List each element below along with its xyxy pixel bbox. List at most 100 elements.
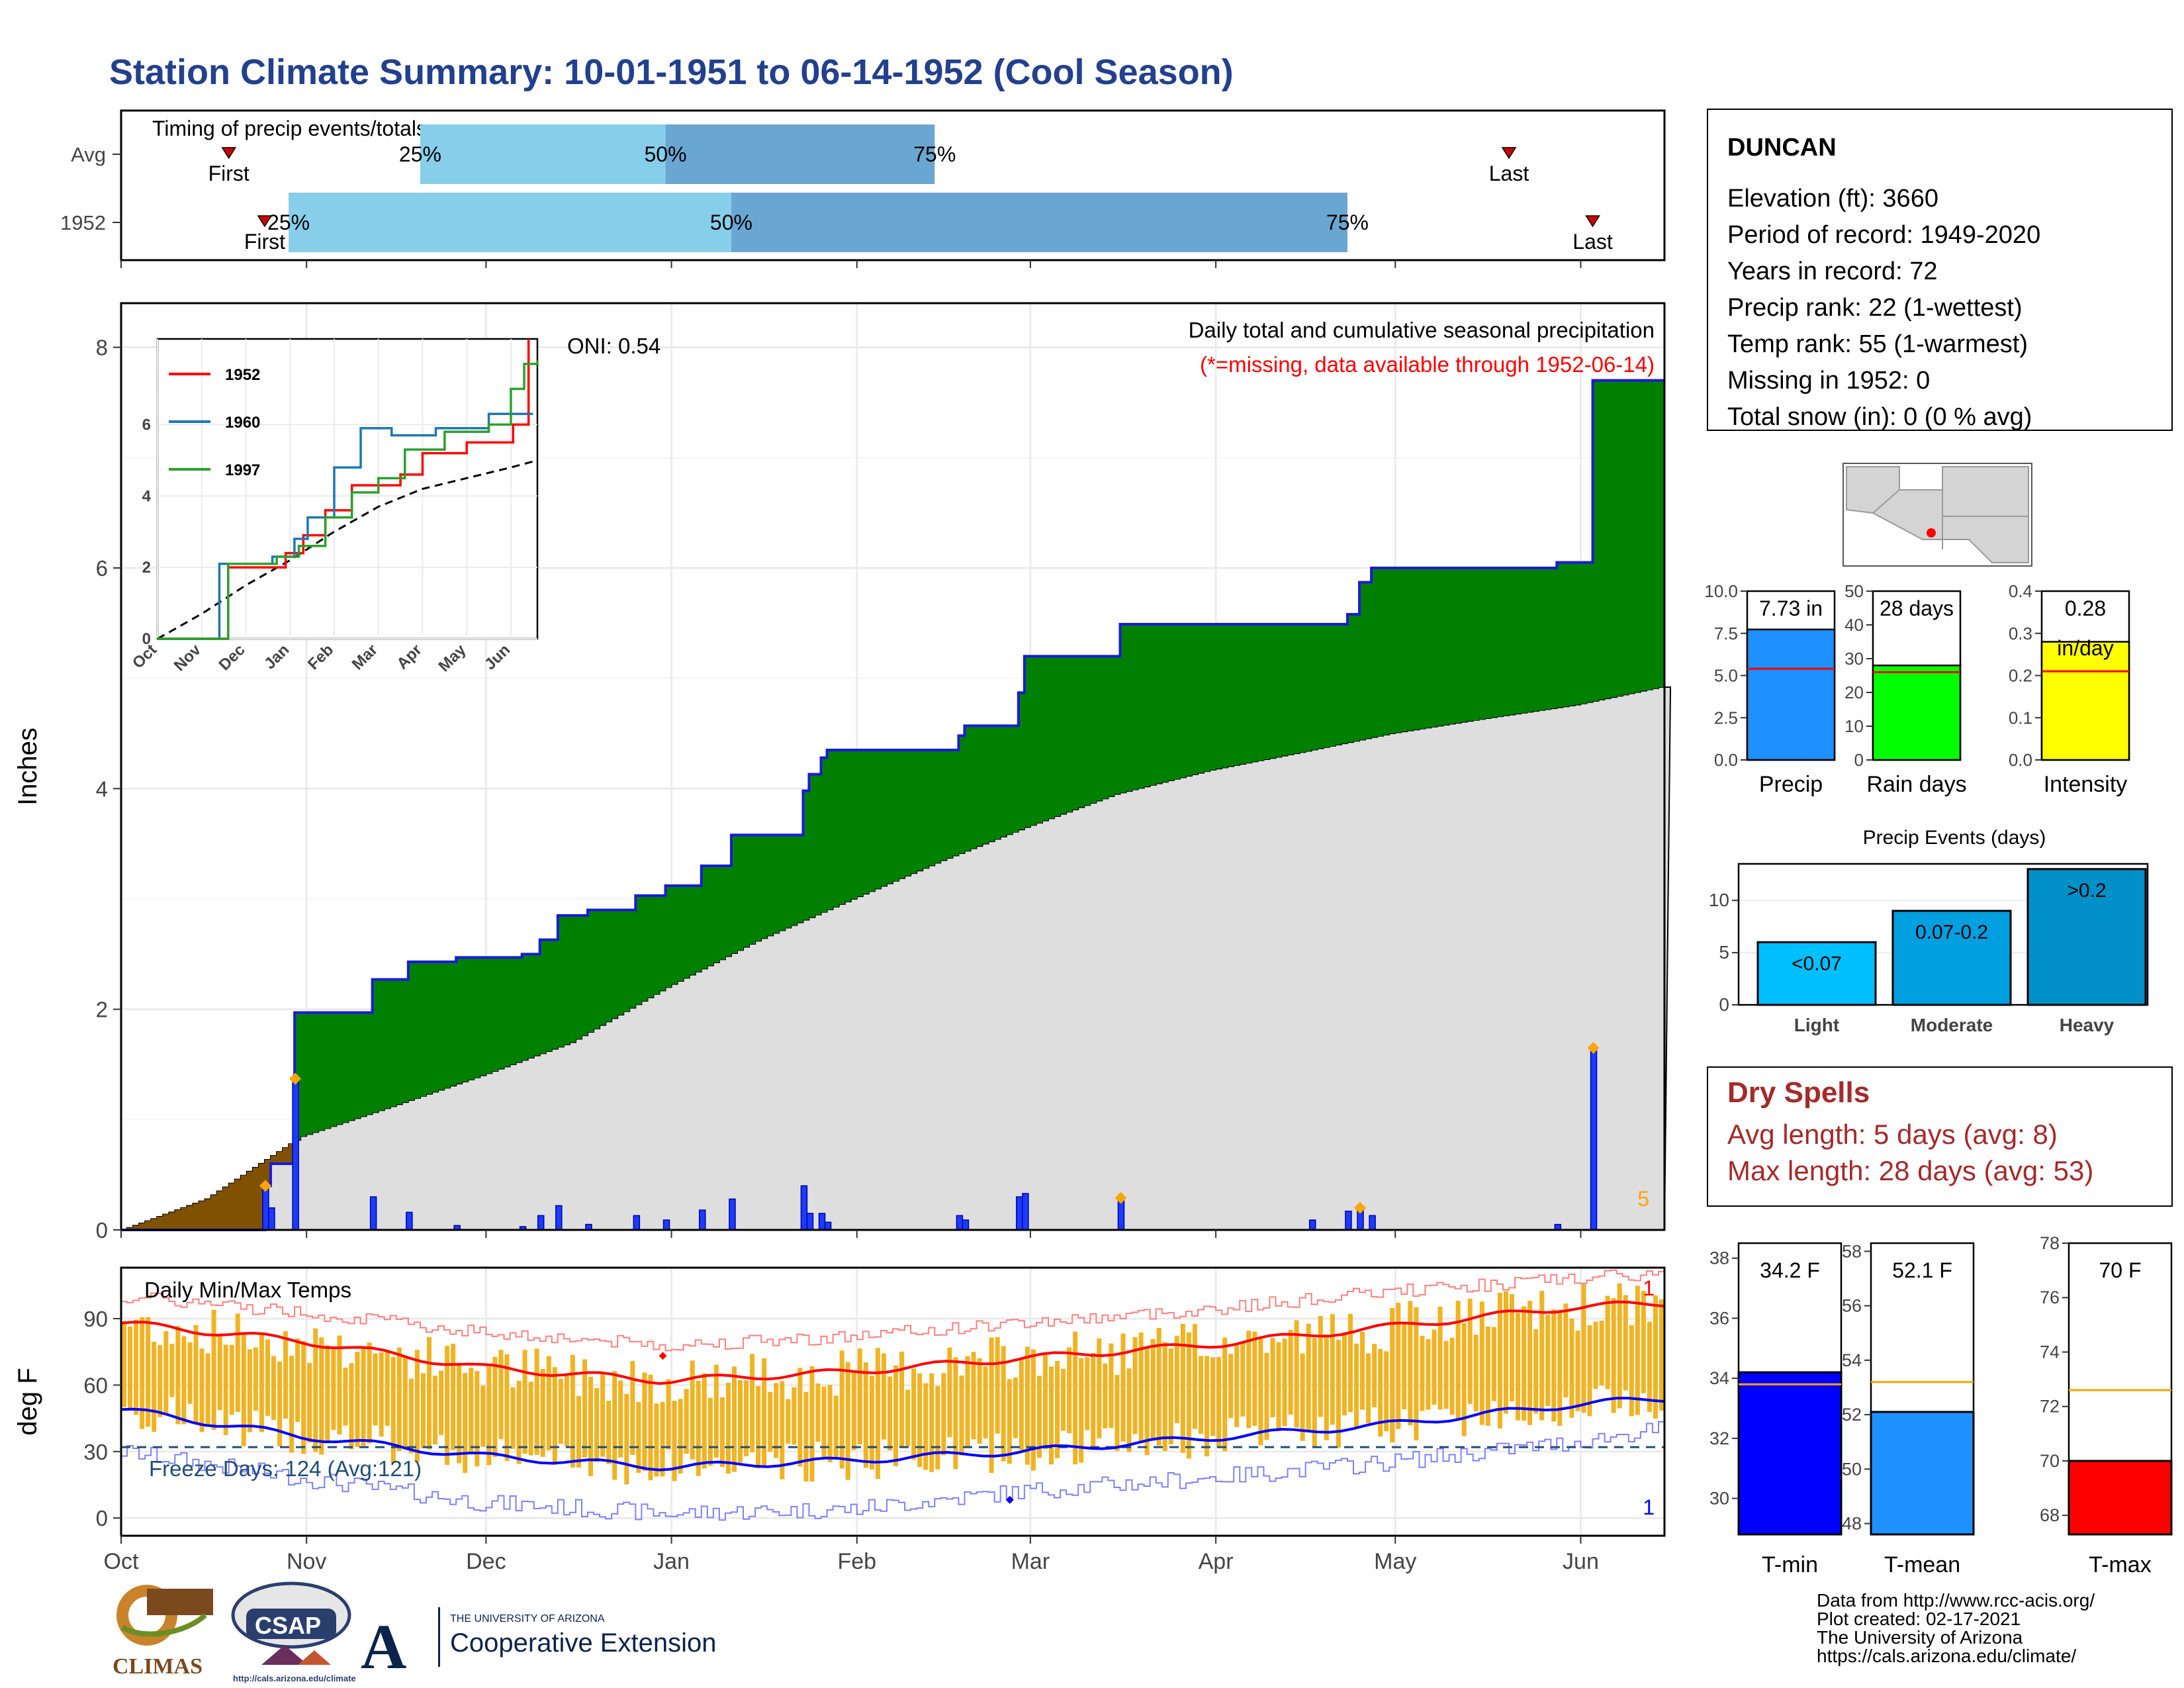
ua-logo-letter: A: [361, 1611, 406, 1682]
mini-bar-tick-label: 50: [1844, 581, 1864, 601]
inset-normal-line: [157, 459, 538, 640]
timing-row-label: Avg: [71, 143, 106, 166]
daily-precip-bar: [824, 1221, 832, 1231]
daily-precip-bar: [1590, 1047, 1598, 1231]
mini-bar-tick-label: 7.5: [1714, 624, 1738, 643]
record-low-count: 1: [1643, 1495, 1655, 1519]
month-axis-label: Apr: [1199, 1549, 1234, 1574]
temperature-summary-bars: 34.2 F 30 32 34 36 38 T-min 52.1 F 48 50 52 54 56 58 T…: [1709, 1233, 2173, 1577]
mini-bar-tick-label: 10: [1844, 716, 1864, 736]
daily-precip-bar: [406, 1211, 413, 1231]
temp-y-axis-title: deg F: [13, 1368, 42, 1435]
daily-precip-bar: [1022, 1193, 1029, 1231]
month-axis-label: May: [1374, 1549, 1416, 1574]
climas-logo-text: CLIMAS: [113, 1654, 203, 1679]
daily-precip-bar: [662, 1219, 670, 1231]
mini-bar-category-label: Rain days: [1866, 772, 1966, 797]
daily-record-marker: [1115, 1192, 1127, 1204]
credit-line-data: Data from http://www.rcc-acis.org/: [1817, 1590, 2095, 1611]
oni-annotation: ONI: 0.54: [567, 334, 660, 358]
daily-record-marker: [1587, 1042, 1600, 1054]
daily-record-marker: [289, 1072, 302, 1085]
temp-bar-tick-label: 34: [1709, 1368, 1729, 1388]
mini-bar-value-label: 0.28: [2065, 596, 2106, 620]
temp-bar-tick-label: 48: [1842, 1514, 1862, 1534]
temp-bar-tick-label: 38: [1709, 1248, 1729, 1268]
timing-last-marker: [1501, 147, 1517, 160]
temp-bar-tick-label: 70: [2040, 1451, 2060, 1471]
station-line-years: Years in record: 72: [1727, 258, 1938, 285]
month-axis-label: Dec: [466, 1549, 506, 1574]
station-name: DUNCAN: [1727, 134, 1837, 162]
station-line-missing: Missing in 1952: 0: [1727, 367, 1930, 395]
events-category-label: Heavy: [2060, 1015, 2115, 1035]
temp-bar-t-mean: [1870, 1411, 1975, 1536]
precip-y-tick-label: 0: [96, 1218, 108, 1243]
mini-bar-precip: [1746, 628, 1836, 761]
precip-y-axis-title: Inches: [13, 727, 42, 806]
month-axis-label: Nov: [287, 1549, 326, 1574]
ua-logo-line1: THE UNIVERSITY OF ARIZONA: [450, 1613, 605, 1624]
daily-precip-bar: [369, 1196, 377, 1231]
daily-precip-bar: [1308, 1219, 1316, 1231]
inset-legend-label: 1960: [225, 414, 260, 432]
credit-line-created: Plot created: 02-17-2021: [1817, 1609, 2021, 1629]
timing-last-label: Last: [1572, 230, 1613, 254]
daily-precip-bar: [962, 1219, 970, 1231]
mini-bar-tick-label: 0.2: [2009, 666, 2032, 686]
timing-first-label: First: [244, 230, 285, 254]
temp-bar-value-label: 52.1 F: [1892, 1258, 1952, 1282]
page-title: Station Climate Summary: 10-01-1951 to 0…: [109, 52, 1234, 92]
events-category-label: Light: [1794, 1015, 1839, 1035]
month-axis-label: Mar: [1011, 1549, 1050, 1574]
precip-above-normal-area: [295, 380, 1664, 1141]
inset-y-tick-label: 6: [142, 416, 151, 434]
temp-bar-value-label: 34.2 F: [1760, 1258, 1820, 1282]
temp-panel: 0 30 60 90 Oct Nov Dec Jan Feb Mar Apr May Jun deg F D…: [13, 1266, 1666, 1574]
arizona-locator-map: [1843, 463, 2032, 567]
precip-y-tick-label: 4: [96, 776, 108, 801]
temp-bar-tick-label: 78: [2040, 1233, 2060, 1253]
timing-label-75: 75%: [913, 142, 956, 166]
logos: CLIMAS CSAP http://cals.arizona.edu/clim…: [113, 1581, 716, 1683]
daily-record-marker: [1354, 1201, 1367, 1214]
station-line-elevation: Elevation (ft): 3660: [1727, 185, 1938, 212]
precip-events-chart: Precip Events (days) <0.07 Light 0.07-0.2 Mo…: [1709, 827, 2149, 1035]
mini-bar-tick-label: 0: [1854, 750, 1864, 770]
climas-logo: CLIMAS: [113, 1585, 213, 1679]
mini-bar-tick-label: 0.3: [2009, 624, 2032, 643]
precip-y-tick-label: 6: [96, 556, 108, 581]
dry-spells-max: Max length: 28 days (avg: 53): [1727, 1155, 2093, 1186]
month-axis-label: Feb: [837, 1549, 876, 1574]
csap-logo: CSAP http://cals.arizona.edu/climate: [231, 1581, 356, 1683]
temp-bar-tick-label: 74: [2040, 1342, 2060, 1362]
university-of-arizona-logo: A THE UNIVERSITY OF ARIZONA Cooperative …: [361, 1607, 716, 1682]
temp-bar-t-min: [1737, 1371, 1843, 1536]
timing-bar-25-50: [289, 193, 731, 252]
station-line-snow: Total snow (in): 0 (0 % avg): [1727, 403, 2032, 431]
temp-y-tick-label: 90: [83, 1307, 108, 1331]
timing-first-label: First: [208, 162, 250, 185]
timing-panel: Timing of precip events/totals Avg 25% 50% 7…: [60, 109, 1666, 268]
mini-bar-tick-label: 2.5: [1714, 708, 1738, 727]
temp-bar-tick-label: 54: [1842, 1350, 1862, 1370]
timing-first-marker: [221, 147, 237, 160]
events-bar-label: 0.07-0.2: [1915, 921, 1988, 943]
timing-label-25: 25%: [267, 211, 310, 234]
csap-logo-text: CSAP: [255, 1612, 321, 1639]
temp-bar-tick-label: 36: [1709, 1308, 1729, 1328]
freeze-days-text: Freeze Days: 124 (Avg:121): [149, 1456, 422, 1481]
credit-line-university: The University of Arizona: [1817, 1627, 2023, 1648]
events-title: Precip Events (days): [1863, 827, 2046, 849]
daily-precip-bar: [633, 1215, 641, 1231]
dry-spells-box: Dry Spells Avg length: 5 days (avg: 8) M…: [1707, 1066, 2173, 1207]
precip-summary-bars: 7.73 in 0.0 2.5 5.0 7.5 10.0 Precip 28 days 0 10 2…: [1704, 581, 2130, 797]
ua-logo-line2: Cooperative Extension: [450, 1628, 716, 1658]
timing-label-50: 50%: [645, 142, 687, 166]
precip-record-count: 5: [1637, 1187, 1649, 1211]
mini-bar-category-label: Intensity: [2044, 772, 2128, 797]
mini-bar-tick-label: 0.4: [2009, 581, 2032, 601]
daily-precip-bar: [806, 1213, 814, 1231]
daily-precip-bar: [818, 1213, 826, 1231]
